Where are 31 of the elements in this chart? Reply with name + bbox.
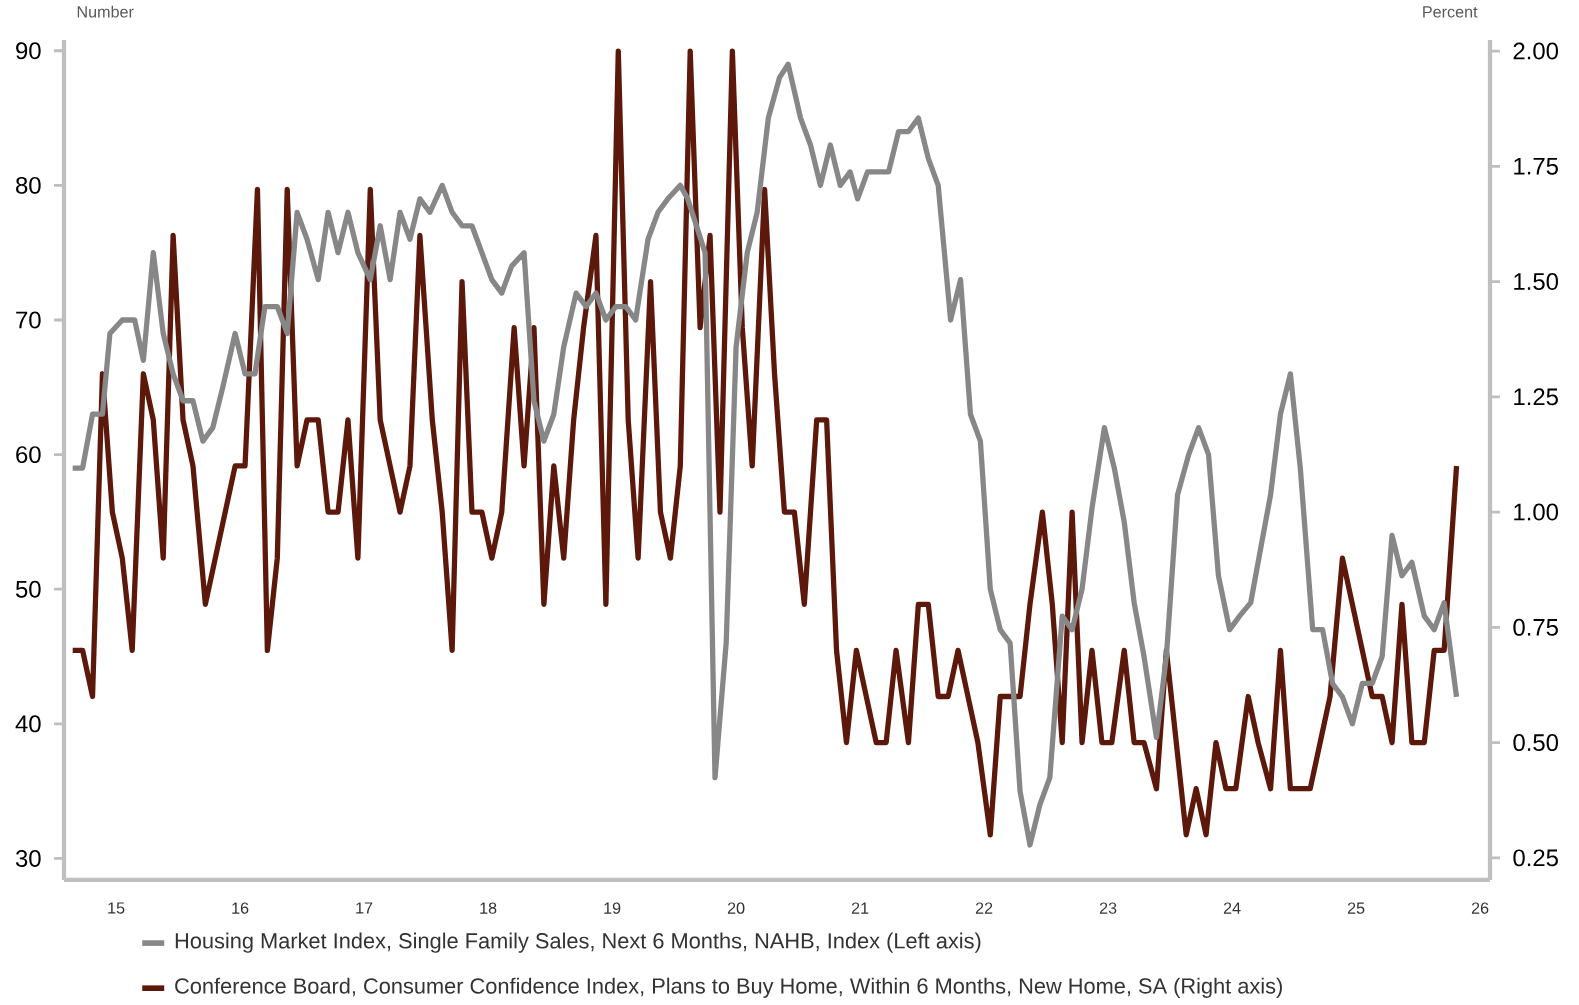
y2-tick-label: 1.50 [1514,273,1558,291]
y2-tick-label: 0.50 [1513,734,1558,752]
y-tick-label: 30 [15,849,41,867]
x-tick-label: 25 [1347,902,1365,914]
y-tick-label: 40 [15,715,41,733]
x-tick-label: 19 [604,902,621,914]
legend-label: Housing Market Index, Single Family Sales, Next 6 Months, NAHB, Index (Left axis) [175,932,981,953]
x-tick-label: 18 [480,902,497,914]
y-tick-label: 90 [16,42,41,60]
y2-tick-label: 0.75 [1513,618,1558,636]
y-tick-label: 50 [15,580,41,598]
x-tick-label: 17 [356,902,373,914]
x-tick-label: 22 [975,902,993,914]
y-tick-label: 60 [16,446,41,464]
y2-tick-label: 1.75 [1514,157,1558,175]
x-tick-label: 23 [1099,902,1117,914]
y2-tick-label: 2.00 [1513,42,1558,60]
x-tick-label: 21 [851,902,869,914]
y-tick-label: 70 [16,311,41,329]
y-tick-label: 80 [16,176,41,194]
x-tick-label: 20 [727,902,745,914]
y-axis-title: Number [77,5,134,18]
x-tick-label: 15 [108,902,125,914]
y2-axis-title: Percent [1423,6,1478,18]
y2-tick-label: 0.25 [1513,849,1558,867]
x-tick-label: 16 [232,902,249,914]
y2-tick-label: 1.00 [1514,503,1558,521]
legend-label: Conference Board, Consumer Confidence Index, Plans to Buy Home, Within 6 Months, New Home, SA (Right axis) [175,977,1282,998]
x-tick-label: 26 [1471,902,1489,914]
x-tick-label: 24 [1223,902,1241,914]
y2-tick-label: 1.25 [1514,388,1558,406]
